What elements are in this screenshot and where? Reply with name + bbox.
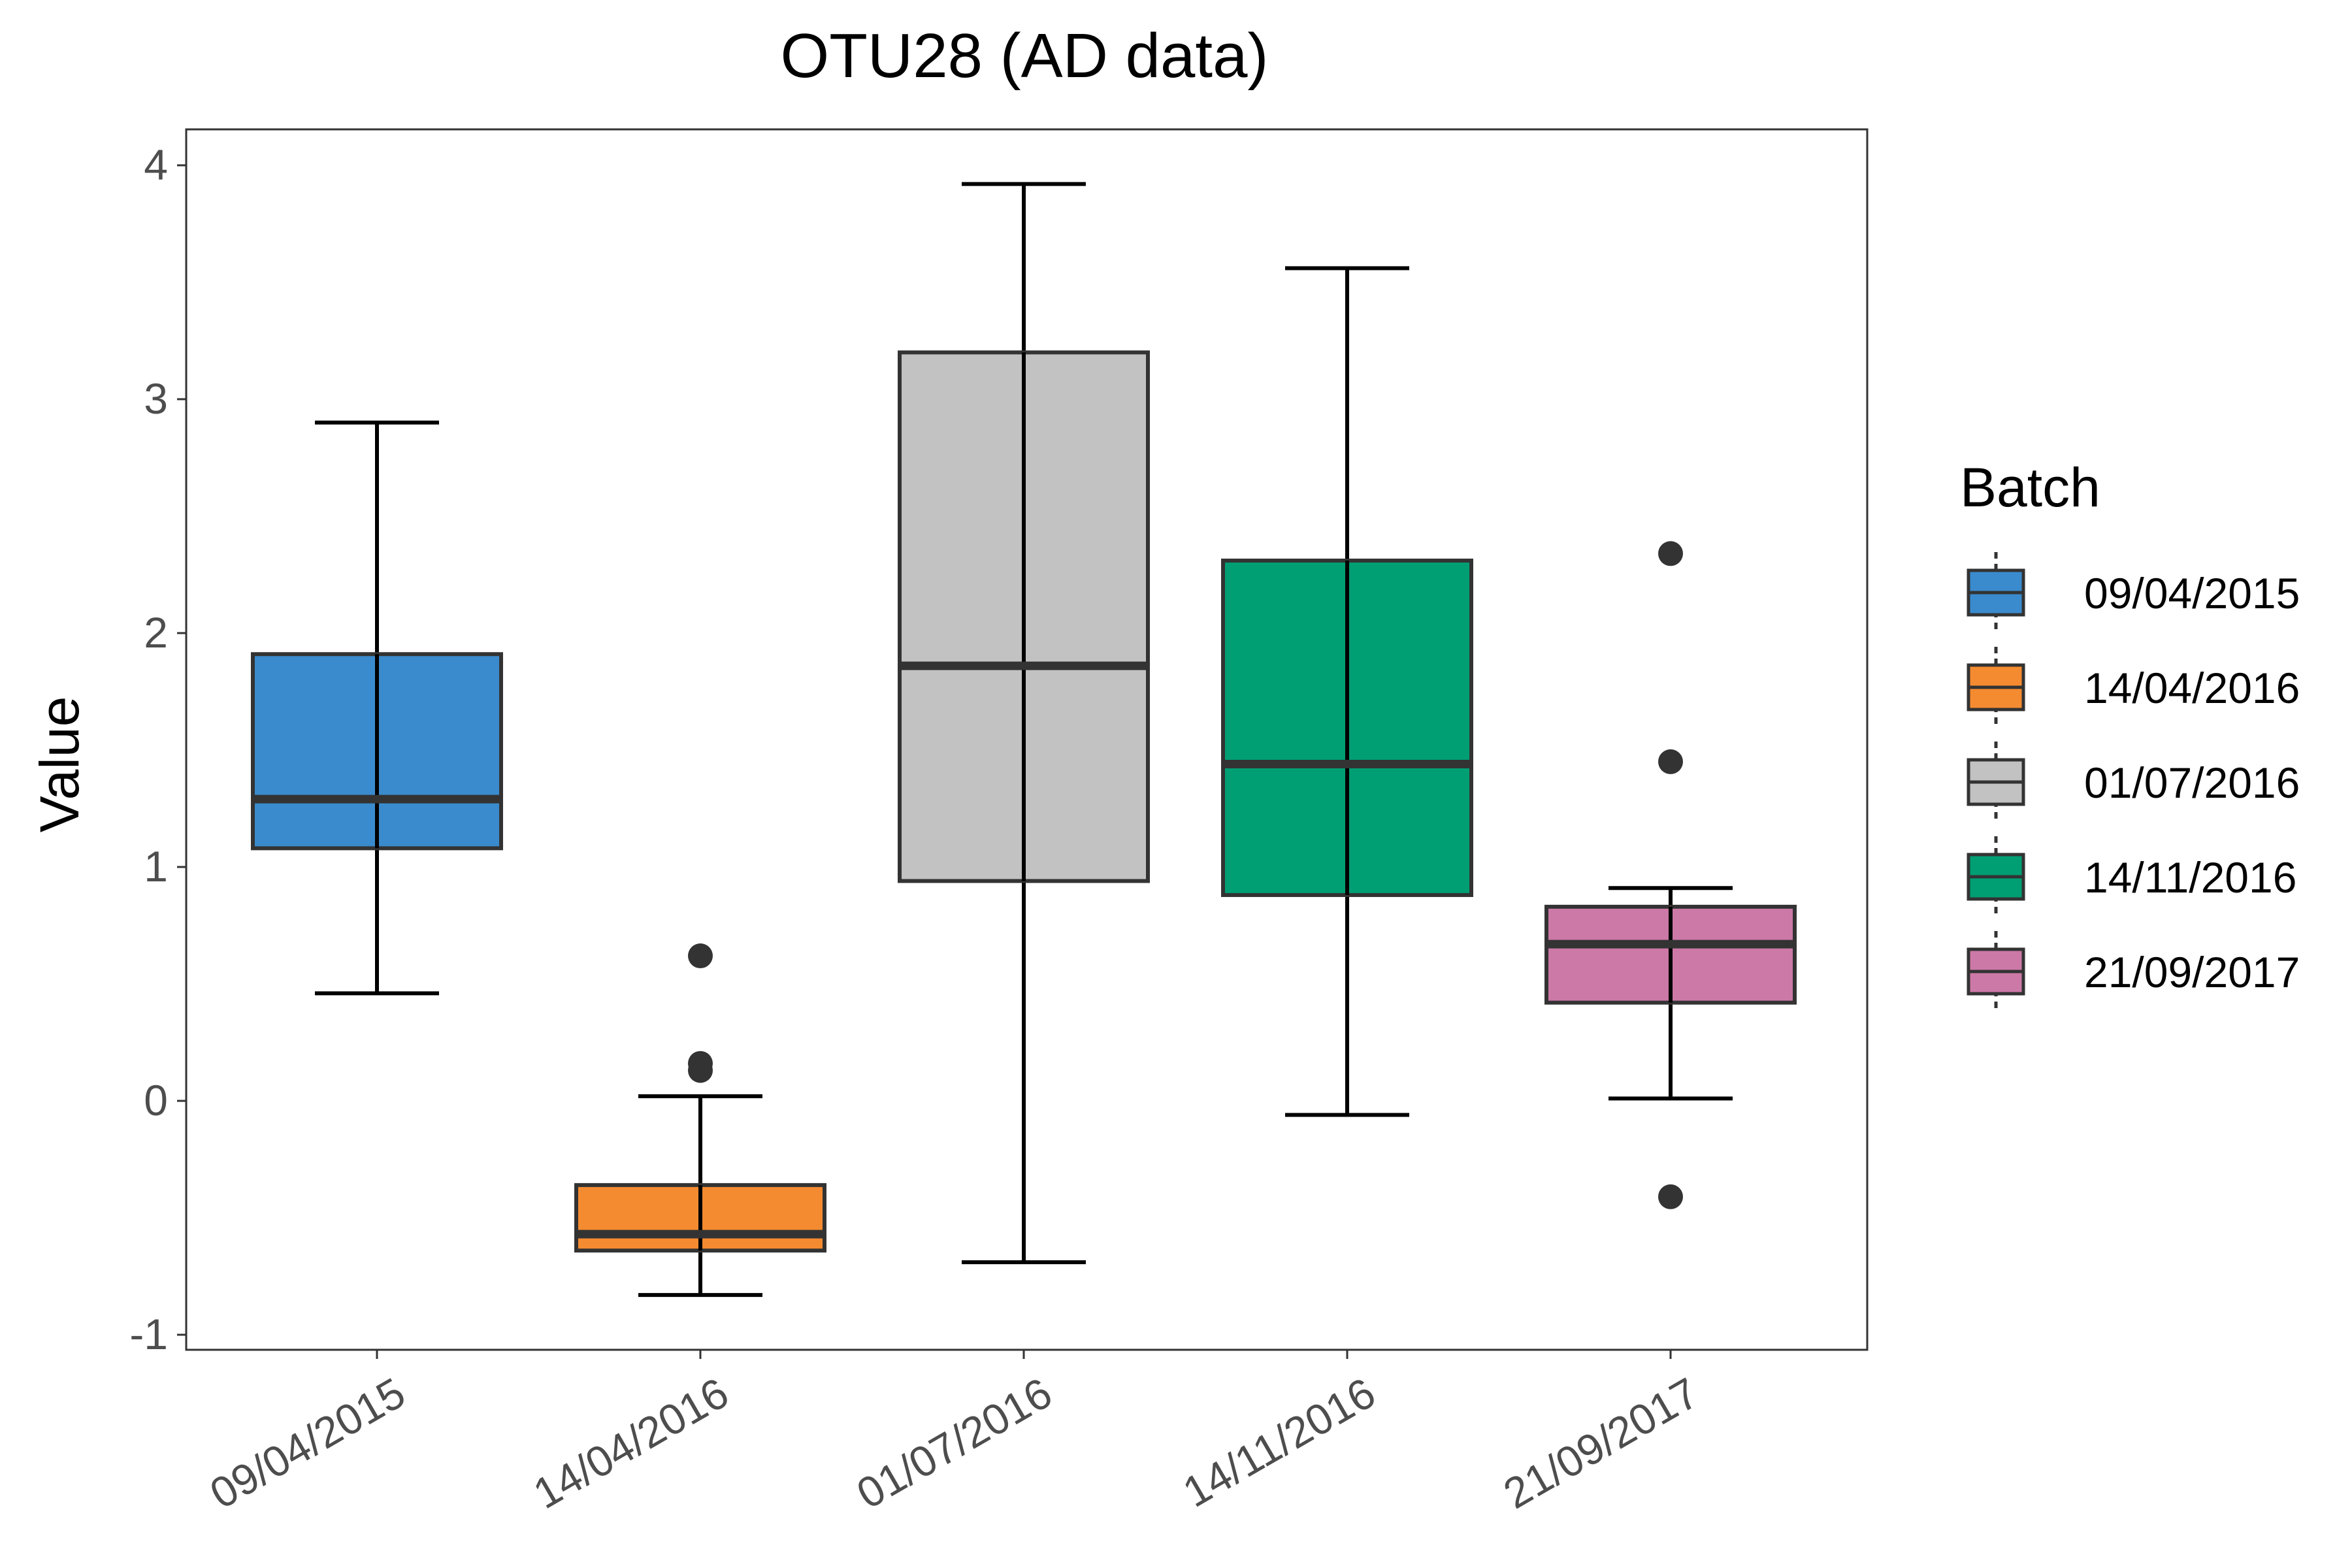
x-tick-label: 01/07/2016 xyxy=(849,1368,1060,1518)
y-axis: -1 0 1 2 3 4 xyxy=(129,140,186,1358)
box-group xyxy=(251,420,503,996)
legend-label: 21/09/2017 xyxy=(2084,948,2300,996)
legend-item: 14/11/2016 xyxy=(1967,836,2296,917)
x-tick-label: 09/04/2015 xyxy=(202,1368,413,1518)
legend-item: 01/07/2016 xyxy=(1967,742,2300,823)
x-axis: 09/04/2015 14/04/2016 01/07/2016 14/11/2016… xyxy=(202,1350,1707,1518)
outlier-point xyxy=(1658,1184,1683,1209)
legend-label: 14/11/2016 xyxy=(2084,853,2296,902)
y-tick-label: 4 xyxy=(144,140,168,189)
outlier-point xyxy=(1658,749,1683,774)
x-tick-label: 14/04/2016 xyxy=(525,1368,736,1518)
x-tick-label: 14/11/2016 xyxy=(1175,1368,1383,1516)
outlier-point xyxy=(688,943,713,969)
box-group xyxy=(574,943,826,1298)
y-tick-label: -1 xyxy=(129,1310,168,1358)
legend-item: 14/04/2016 xyxy=(1967,647,2300,728)
y-tick-label: 3 xyxy=(144,374,168,423)
y-tick-label: 0 xyxy=(144,1076,168,1124)
legend-label: 09/04/2015 xyxy=(2084,569,2300,617)
outlier-point xyxy=(1658,541,1683,566)
x-tick-label: 21/09/2017 xyxy=(1495,1368,1707,1518)
outlier-point xyxy=(688,1058,713,1083)
legend-title: Batch xyxy=(1960,457,2100,518)
plot-panel xyxy=(185,128,1869,1351)
y-axis-label: Value xyxy=(29,696,90,833)
legend-item: 21/09/2017 xyxy=(1967,931,2300,1012)
chart-title: OTU28 (AD data) xyxy=(781,21,1269,91)
box-group xyxy=(1544,541,1797,1209)
y-tick-label: 1 xyxy=(144,842,168,890)
box-group xyxy=(1221,266,1473,1117)
legend-item: 09/04/2015 xyxy=(1967,552,2300,633)
legend-label: 14/04/2016 xyxy=(2084,664,2300,712)
y-tick-label: 2 xyxy=(144,608,168,657)
legend-items: 09/04/2015 14/04/2016 01/07/2016 14/11/2016… xyxy=(1967,552,2300,1012)
box-group xyxy=(898,182,1150,1265)
boxes-layer xyxy=(251,182,1797,1298)
legend-label: 01/07/2016 xyxy=(2084,759,2300,807)
legend: Batch 09/04/2015 14/04/2016 01/07/2016 14/1… xyxy=(1960,457,2300,1012)
